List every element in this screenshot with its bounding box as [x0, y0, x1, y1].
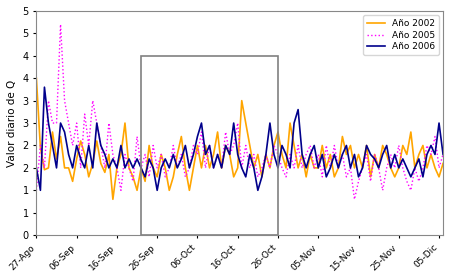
Año 2002: [356, 153, 361, 156]
Año 2006: [38, 189, 43, 192]
Año 2002: [441, 162, 446, 165]
Año 2005: [114, 166, 120, 170]
Año 2005: [441, 153, 446, 156]
Año 2006: [328, 166, 333, 170]
Año 2002: [324, 166, 329, 170]
Año 2002: [110, 198, 116, 201]
Año 2002: [34, 76, 39, 80]
Año 2002: [126, 166, 132, 170]
Año 2006: [130, 166, 136, 170]
Año 2002: [388, 166, 393, 170]
Año 2005: [352, 198, 357, 201]
Y-axis label: Valor diario de Q: Valor diario de Q: [7, 80, 17, 167]
Año 2005: [360, 166, 365, 170]
Año 2006: [118, 144, 124, 147]
Año 2005: [324, 144, 329, 147]
Line: Año 2006: Año 2006: [36, 87, 443, 190]
Bar: [141, 56, 278, 235]
Año 2005: [34, 189, 39, 192]
Line: Año 2002: Año 2002: [36, 78, 443, 199]
Año 2002: [114, 166, 120, 170]
Año 2006: [360, 166, 365, 170]
Año 2006: [441, 153, 446, 156]
Legend: Año 2002, Año 2005, Año 2006: Año 2002, Año 2005, Año 2006: [363, 15, 439, 55]
Año 2005: [126, 166, 132, 170]
Año 2006: [392, 153, 397, 156]
Año 2005: [58, 23, 63, 26]
Año 2002: [223, 144, 228, 147]
Año 2006: [42, 85, 47, 89]
Año 2005: [223, 130, 228, 134]
Año 2005: [392, 166, 397, 170]
Año 2006: [34, 166, 39, 170]
Line: Año 2005: Año 2005: [36, 24, 443, 199]
Año 2006: [227, 153, 232, 156]
